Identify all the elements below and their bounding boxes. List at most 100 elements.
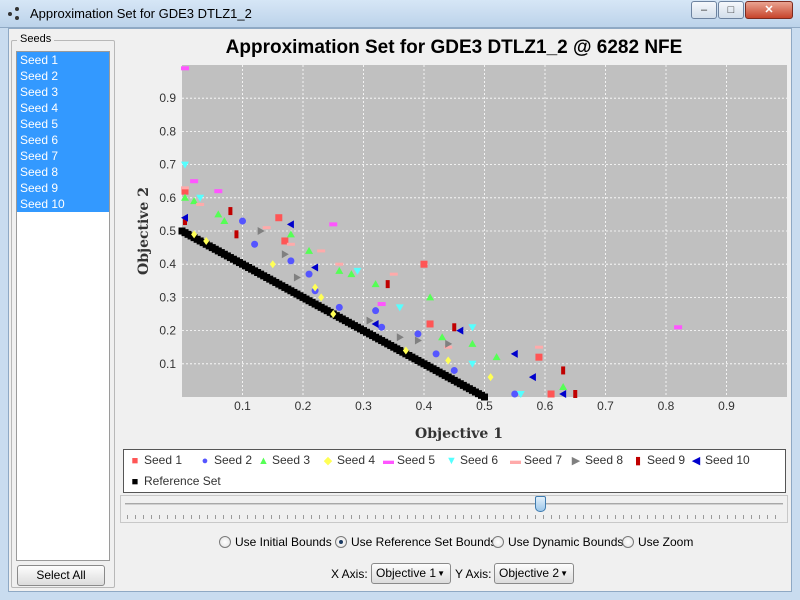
radio-use-zoom[interactable]: Use Zoom [622,535,693,549]
radio-label: Use Zoom [638,535,694,549]
radio-reference-set-bounds[interactable]: Use Reference Set Bounds [335,535,496,549]
seed-8-point [293,273,301,282]
seed-2-point [239,217,246,225]
x-tick-label: 0.3 [355,399,372,413]
legend-marker-icon: ■ [131,476,139,488]
select-all-button[interactable]: Select All [17,565,105,586]
legend-label: Seed 10 [705,453,750,467]
seed-10-point [510,349,518,358]
seed-9-point [452,323,457,332]
seed-4-point [445,356,452,365]
nfe-slider[interactable] [120,495,788,523]
x-tick-label: 0.5 [476,399,493,413]
seed-10-point [559,390,567,398]
seed-9-point [228,207,233,216]
seed-10-point [371,319,379,328]
seed-2-point [305,270,313,278]
seed-2-point [372,307,380,315]
seed-7-point [317,249,326,253]
seed-6-point [395,304,404,312]
window-title: Approximation Set for GDE3 DTLZ1_2 [30,6,252,21]
radio-dynamic-bounds[interactable]: Use Dynamic Bounds [492,535,623,549]
seed-6-point [196,194,205,202]
seed-list-item-1[interactable]: Seed 1 [17,52,109,68]
seed-10-point [456,326,464,335]
seed-3-point [214,210,223,218]
radio-initial-bounds[interactable]: Use Initial Bounds [219,535,332,549]
seed-1-point [535,353,543,361]
radio-button-icon[interactable] [492,536,504,548]
radio-button-icon[interactable] [219,536,231,548]
seed-list-item-5[interactable]: Seed 5 [17,116,109,132]
seed-list-item-4[interactable]: Seed 4 [17,100,109,116]
legend-label: Seed 5 [397,453,436,467]
minimize-button[interactable]: – [691,1,717,19]
seed-5-point [181,66,189,71]
seed-3-point [492,353,501,361]
radio-label: Use Dynamic Bounds [508,535,624,549]
seed-4-point [203,236,210,245]
y-tick-label: 0.3 [159,290,176,304]
legend-marker-icon: ◀ [691,455,701,467]
seed-list-item-7[interactable]: Seed 7 [17,148,109,164]
legend-label: Seed 3 [272,453,311,467]
seed-9-point [183,217,187,226]
legend-label: Seed 7 [524,453,563,467]
legend-item-seed-10: ◀ Seed 10 [691,453,750,467]
y-axis-select[interactable]: Objective 2 ▼ [494,563,574,584]
seed-9-point [573,390,578,398]
legend-item-seed-8: ▶ Seed 8 [571,453,623,467]
seed-4-point [312,283,319,292]
seed-list-item-10[interactable]: Seed 10 [17,196,109,212]
seed-7-point [335,262,344,266]
seed-8-point [281,250,289,259]
seed-6-point [516,391,525,398]
x-tick-label: 0.7 [597,399,614,413]
seed-4-point [330,310,337,318]
app-icon [8,7,22,21]
seed-7-point [534,345,543,349]
y-tick-label: 0.6 [159,191,176,205]
seed-list-item-6[interactable]: Seed 6 [17,132,109,148]
seeds-list[interactable]: Seed 1 Seed 2 Seed 3 Seed 4 Seed 5 Seed … [16,51,110,561]
seed-3-point [305,246,314,254]
legend-item-reference-set: ■ Reference Set [130,474,221,488]
seed-10-point [528,373,536,382]
seed-8-point [445,339,453,348]
seed-6-point [353,267,362,275]
x-axis-label: Objective 1 [415,426,503,442]
seed-1-point [426,320,434,328]
seed-4-point [318,293,325,302]
radio-button-icon[interactable] [622,536,634,548]
close-button[interactable]: ✕ [745,1,793,19]
seed-list-item-8[interactable]: Seed 8 [17,164,109,180]
y-tick-label: 0.7 [159,158,176,172]
x-tick-label: 0.6 [537,399,554,413]
seed-3-point [347,270,356,278]
radio-button-selected-icon[interactable] [335,536,347,548]
seed-3-point [438,333,447,341]
legend-item-seed-4: ◆ Seed 4 [323,453,375,467]
scatter-chart[interactable]: Approximation Set for GDE3 DTLZ1_2 @ 628… [116,29,793,449]
seed-9-point [234,230,239,239]
legend-marker-icon: ● [201,455,209,467]
seeds-frame [11,40,115,588]
seed-list-item-9[interactable]: Seed 9 [17,180,109,196]
seed-list-item-2[interactable]: Seed 2 [17,68,109,84]
legend-item-seed-5: ▬ Seed 5 [383,453,435,467]
seed-2-point [335,303,343,311]
legend-marker-icon: ◆ [323,455,333,467]
x-tick-label: 0.9 [718,399,735,413]
legend-label: Reference Set [144,474,221,488]
seed-2-point [378,323,386,331]
legend-label: Seed 9 [647,453,686,467]
maximize-button[interactable]: □ [718,1,744,19]
seed-5-point [190,179,199,184]
seed-list-item-3[interactable]: Seed 3 [17,84,109,100]
slider-thumb[interactable] [534,496,546,512]
seed-2-point [287,257,295,265]
seed-4-point [191,230,198,239]
seed-3-point [335,266,344,274]
y-axis-label: Objective 2 [136,187,152,275]
x-axis-select[interactable]: Objective 1 ▼ [371,563,451,584]
